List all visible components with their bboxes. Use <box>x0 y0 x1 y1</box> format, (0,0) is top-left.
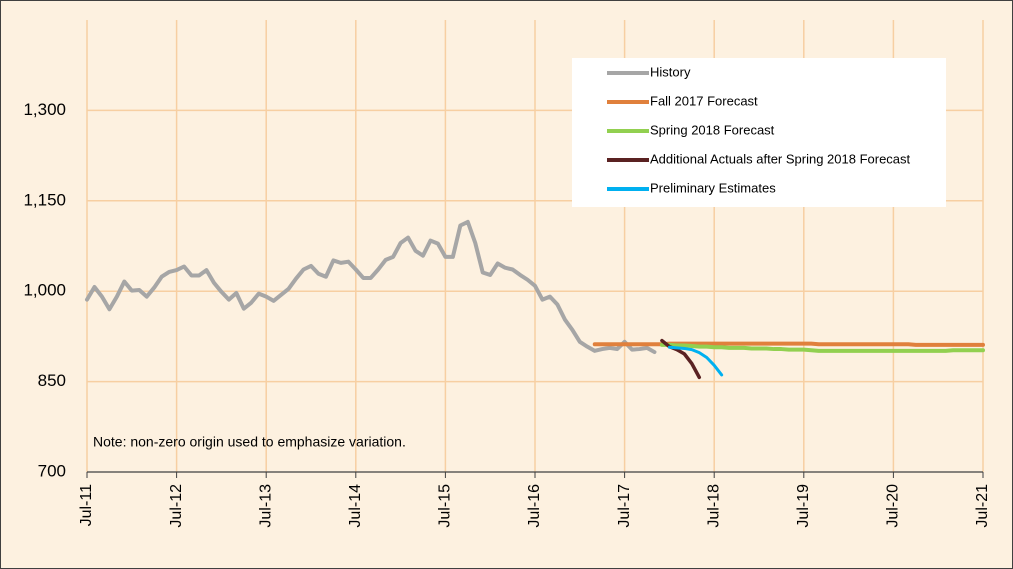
x-tick-label: Jul-15 <box>437 484 454 528</box>
x-tick-label: Jul-11 <box>78 484 95 526</box>
y-tick-label: 700 <box>38 461 66 480</box>
y-tick-label: 1,300 <box>23 100 66 119</box>
x-tick-label: Jul-21 <box>974 484 991 528</box>
y-tick-label: 850 <box>38 371 66 390</box>
x-tick-label: Jul-18 <box>705 484 722 528</box>
series-line <box>660 338 702 380</box>
legend-label: Additional Actuals after Spring 2018 For… <box>650 151 911 166</box>
y-tick-label: 1,150 <box>23 190 66 209</box>
legend: History Fall 2017 Forecast Spring 2018 For… <box>572 58 946 207</box>
legend-label: History <box>650 64 691 79</box>
series-line <box>85 219 657 355</box>
x-tick-label: Jul-20 <box>885 484 902 528</box>
x-tick-label: Jul-13 <box>257 484 274 528</box>
x-tick-label: Jul-17 <box>616 484 633 528</box>
x-tick-label: Jul-19 <box>795 484 812 528</box>
y-tick-label: 1,000 <box>23 281 66 300</box>
x-tick-label: Jul-16 <box>526 484 543 528</box>
series-line <box>592 341 985 347</box>
series-line <box>659 342 985 353</box>
legend-label: Preliminary Estimates <box>650 180 776 195</box>
series-line <box>667 345 724 377</box>
x-tick-label: Jul-12 <box>168 484 185 528</box>
legend-label: Fall 2017 Forecast <box>650 93 758 108</box>
legend-label: Spring 2018 Forecast <box>650 122 775 137</box>
annotation: Note: non-zero origin used to emphasize … <box>93 434 406 450</box>
x-tick-label: Jul-14 <box>347 484 364 528</box>
